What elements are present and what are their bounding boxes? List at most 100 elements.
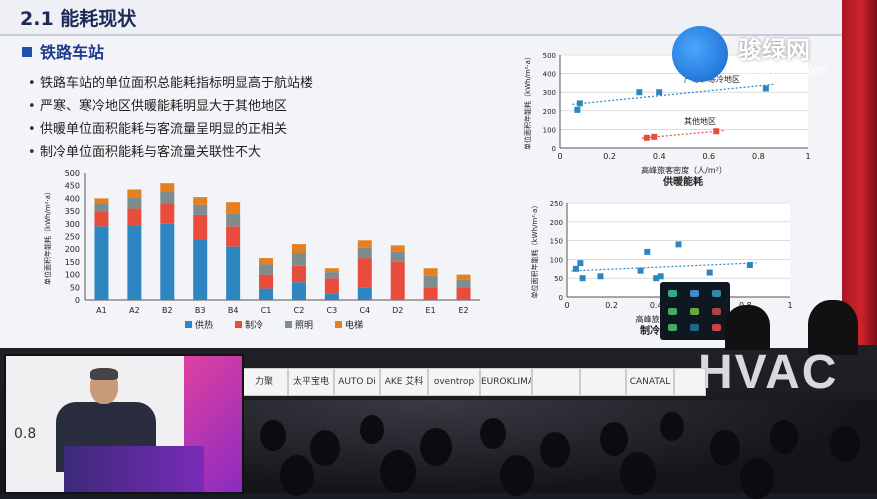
bar-segment (357, 247, 372, 259)
bar-segment (259, 258, 274, 265)
bullet-list: • 铁路车站的单位面积总能耗指标明显高于航站楼 • 严寒、寒冷地区供暖能耗明显大于其… (28, 72, 313, 164)
audience-member (480, 418, 506, 450)
bar-segment (127, 225, 142, 300)
x-tick-label: 0.4 (653, 152, 666, 161)
scatter-point (644, 248, 651, 255)
scatter-point (651, 133, 658, 140)
bar-segment (94, 211, 109, 227)
y-tick-label: 500 (543, 52, 556, 60)
bar-segment (193, 197, 208, 205)
y-tick-label: 50 (70, 283, 80, 292)
y-tick-label: 400 (65, 194, 80, 203)
legend-swatch (185, 321, 192, 328)
y-tick-label: 100 (550, 256, 563, 264)
bar-segment (291, 282, 306, 300)
bar-segment (160, 192, 175, 204)
legend-label: 供热 (195, 319, 213, 331)
bar-segment (226, 213, 241, 227)
scatter-point (576, 100, 583, 107)
bar-segment (127, 189, 142, 198)
x-tick-label: 0 (557, 152, 562, 161)
audience-member (500, 455, 534, 496)
y-tick-label: 300 (65, 220, 80, 229)
square-bullet-icon (22, 47, 32, 57)
stage-banner: HVAC (698, 346, 839, 399)
x-tick-label: C4 (359, 306, 370, 315)
scatter-point (574, 106, 581, 113)
bar-segment (324, 272, 339, 279)
y-tick-label: 250 (65, 233, 80, 242)
legend-label: 电梯 (345, 319, 363, 331)
x-tick-label: B2 (162, 306, 173, 315)
bar-segment (94, 198, 109, 204)
bar-segment (193, 239, 208, 300)
y-tick-label: 200 (550, 219, 563, 227)
jungreen-logo-icon (672, 26, 728, 82)
legend-swatch (235, 321, 242, 328)
x-tick-label: C3 (327, 306, 338, 315)
bar-segment (160, 223, 175, 300)
legend-label: 照明 (295, 320, 313, 331)
slide-charts: 050100150200250300350400450500单位面积年能耗（kW… (43, 52, 811, 337)
bar-segment (291, 244, 306, 254)
scatter-point (675, 241, 682, 248)
series-annotation: 其他地区 (684, 116, 716, 126)
x-tick-label: E2 (458, 306, 468, 315)
scatter-point (572, 265, 579, 272)
bullet-item: • 严寒、寒冷地区供暖能耗明显大于其他地区 (28, 99, 288, 114)
bar-segment (259, 288, 274, 300)
audience-area (240, 400, 877, 499)
x-tick-label: B4 (228, 306, 239, 315)
x-tick-label: A2 (129, 306, 140, 315)
audience-member (360, 415, 384, 444)
y-axis-label: 单位面积年能耗（kWh/m²·a） (43, 188, 52, 285)
scatter-point (657, 273, 664, 280)
audience-member (380, 450, 416, 494)
audience-member (660, 412, 684, 441)
audience-member (710, 430, 740, 466)
x-tick-label: 0.6 (702, 152, 715, 161)
bar-segment (160, 183, 175, 193)
y-tick-label: 0 (552, 145, 556, 153)
audience-member (620, 452, 656, 496)
y-tick-label: 0 (559, 294, 563, 302)
y-tick-label: 100 (543, 126, 556, 134)
y-tick-label: 300 (543, 89, 556, 97)
legend-swatch (335, 321, 342, 328)
bar-segment (94, 203, 109, 212)
bar-segment (456, 279, 471, 288)
scatter-point (762, 85, 769, 92)
y-tick-label: 150 (65, 258, 80, 267)
bar-segment (94, 226, 109, 300)
bar-segment (357, 240, 372, 248)
scatter-point (653, 275, 660, 282)
bar-segment (423, 275, 438, 288)
bullet-item: • 制冷单位面积能耗与客流量关联性不大 (28, 145, 262, 160)
scatter-point (643, 134, 650, 141)
bar-segment (127, 208, 142, 226)
bar-segment (390, 261, 405, 300)
stage-side-panel (837, 0, 877, 345)
y-tick-label: 250 (550, 200, 563, 208)
x-tick-label: 1 (787, 301, 792, 310)
bullet-item: • 铁路车站的单位面积总能耗指标明显高于航站楼 (28, 76, 314, 91)
scatter-point (713, 128, 720, 135)
bar-segment (324, 268, 339, 273)
sponsor-logo: AUTO Di (334, 368, 380, 396)
y-tick-label: 150 (550, 238, 563, 246)
scatter-point (637, 267, 644, 274)
trend-line (572, 83, 774, 105)
scatter-point (746, 262, 753, 269)
x-tick-label: A1 (96, 306, 107, 315)
audience-silhouette (808, 300, 858, 355)
bar-segment (259, 264, 274, 275)
x-tick-label: C1 (261, 306, 272, 315)
y-tick-label: 400 (543, 71, 556, 79)
sponsor-logo: AKE 艾科 (380, 368, 428, 396)
slide-title: 2.1 能耗现状 (20, 8, 137, 30)
audience-member (770, 420, 798, 454)
scatter-point (636, 89, 643, 96)
section-heading-text: 铁路车站 (40, 43, 105, 62)
inset-value: 0.8 (14, 426, 37, 442)
audience-member (420, 428, 452, 467)
